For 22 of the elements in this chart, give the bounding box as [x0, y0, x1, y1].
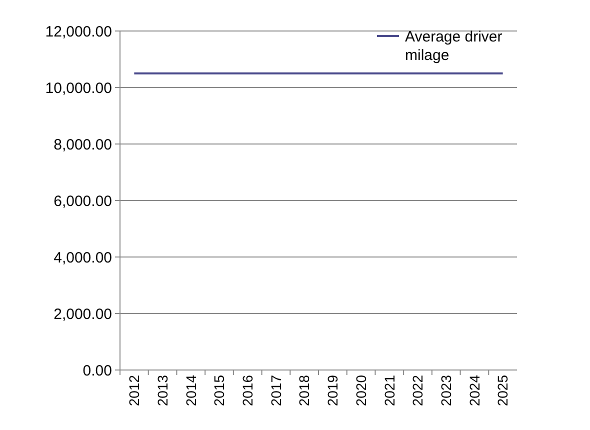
- x-tick-label: 2021: [381, 374, 398, 406]
- x-tick-label: 2012: [126, 374, 142, 406]
- y-tick-label: 4,000.00: [54, 249, 112, 266]
- x-tick-label: 2022: [410, 374, 426, 406]
- legend-label: Average driver milage: [405, 28, 502, 64]
- y-tick-label: 8,000.00: [54, 136, 112, 154]
- x-tick-label: 2013: [154, 374, 170, 406]
- x-tick-label: 2025: [494, 374, 511, 406]
- y-tick-label: 2,000.00: [54, 306, 112, 323]
- x-tick-label: 2020: [352, 374, 369, 406]
- x-tick-label: 2016: [240, 374, 256, 406]
- x-tick-label: 2018: [296, 374, 312, 406]
- x-tick-label: 2017: [268, 374, 284, 406]
- y-tick-label: 12,000.00: [45, 23, 112, 40]
- x-tick-label: 2023: [438, 374, 454, 406]
- x-tick-label: 2024: [466, 374, 482, 406]
- x-tick-label: 2015: [211, 374, 228, 406]
- y-tick-label: 6,000.00: [54, 192, 112, 210]
- y-tick-label: 10,000.00: [45, 80, 112, 97]
- y-tick-label: 0.00: [82, 362, 112, 380]
- x-tick-label: 2014: [182, 374, 199, 406]
- x-tick-label: 2019: [324, 374, 341, 406]
